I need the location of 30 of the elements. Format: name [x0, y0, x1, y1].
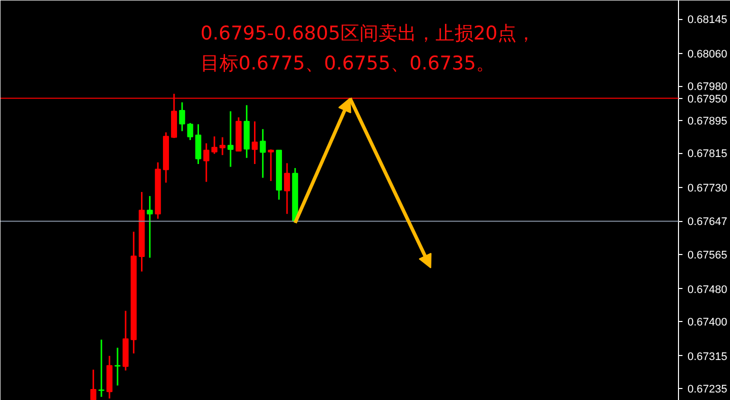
candlestick [90, 368, 96, 400]
y-tick-label: 0.67980 [688, 81, 728, 94]
annotation: 目标0.6775、0.6755、0.6735。 [200, 52, 495, 74]
y-tick-label: 0.67315 [688, 350, 728, 363]
y-tick-label: 0.68060 [688, 48, 728, 61]
candlestick [211, 136, 218, 155]
candlestick [146, 195, 153, 258]
candlestick [203, 142, 210, 183]
candlestick [228, 110, 234, 168]
y-tick-label: 0.67565 [688, 249, 728, 262]
candlestick [179, 102, 186, 132]
y-tick-label: 0.67480 [688, 284, 728, 296]
y-tick-label: 0.67730 [688, 182, 728, 195]
y-tick-label: 0.67895 [688, 116, 728, 128]
candlestick [187, 122, 194, 141]
candlestick [98, 338, 104, 398]
candlestick [268, 148, 274, 182]
candlestick [284, 162, 290, 215]
ref-line-label: 0.67950 [688, 93, 728, 106]
y-tick-label: 0.67235 [688, 383, 728, 396]
candlestick [195, 123, 202, 165]
candlestick [219, 136, 226, 156]
y-tick-label: 0.67400 [688, 316, 728, 328]
ref-line-label: 0.67647 [688, 216, 728, 228]
candlestick [260, 128, 266, 179]
candlestick [252, 120, 258, 165]
y-tick-label: 0.67815 [688, 148, 728, 160]
candlestick [114, 347, 121, 386]
annotation: 0.6795-0.6805区间卖出，止损20点， [200, 22, 536, 44]
y-tick-label: 0.68145 [688, 14, 728, 26]
